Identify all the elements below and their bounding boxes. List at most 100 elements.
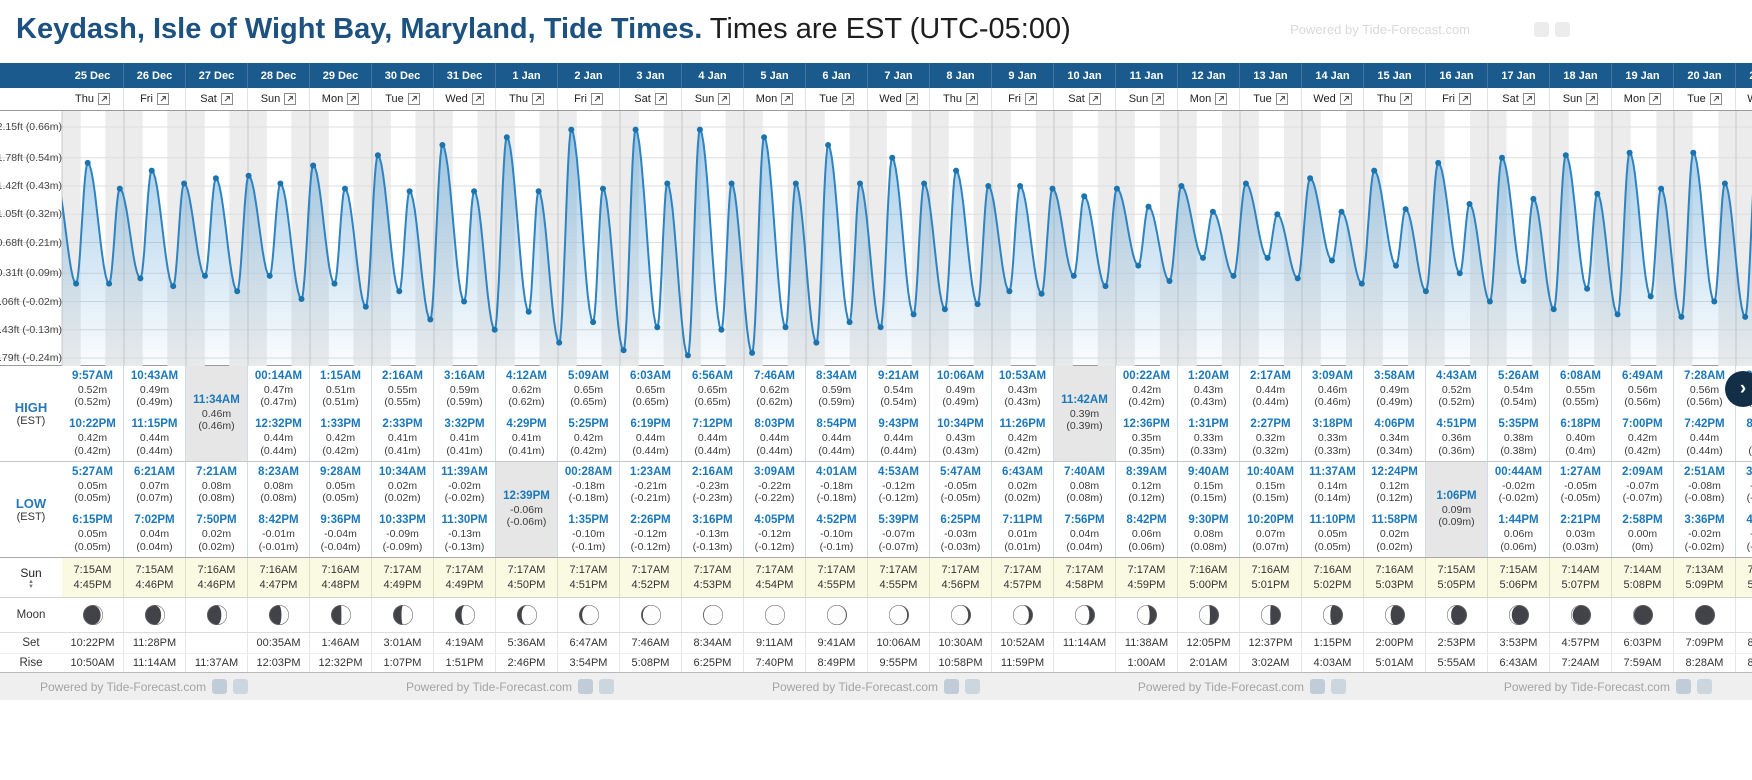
expand-day-icon[interactable] [347,93,360,105]
expand-day-icon[interactable] [284,93,297,105]
tide-height-alt: (0.62m) [756,396,793,409]
tide-time: 10:22PM [69,418,116,431]
social-icon[interactable] [212,679,228,694]
moonrise-cell: 8:49PM [806,654,868,672]
high-tide-cell: 00:14AM 0.47m (0.47m) 12:32PM 0.44m (0.44m) [248,366,310,461]
sunrise-time: 7:16AM [1189,564,1228,576]
expand-day-icon[interactable] [220,93,233,105]
social-icon[interactable] [1330,679,1346,694]
expand-day-icon[interactable] [1649,93,1662,105]
social-icon[interactable] [1534,22,1549,37]
tide-height-alt: (0.42m) [1624,444,1661,457]
tide-extreme-dot [1102,283,1109,290]
y-axis-label: 1.78ft (0.54m) [0,152,62,164]
social-icon[interactable] [578,679,594,694]
expand-day-icon[interactable] [1024,93,1037,105]
moon-phase-cell [1736,598,1752,632]
expand-day-icon[interactable] [1709,93,1722,105]
tide-time: 6:21AM [134,466,175,478]
y-axis-label: 1.05ft (0.32m) [0,208,62,220]
tide-time: 4:12AM [506,370,547,382]
tide-height: 0.42m [1007,432,1038,445]
tide-height-alt: (0.05m) [1314,540,1351,553]
social-icon[interactable] [944,679,960,694]
moonset-cell: 9:11AM [744,633,806,653]
tide-event: 5:27AM 0.05m (0.05m) [62,466,123,505]
tide-height-alt: (0.42m) [570,444,607,457]
footer-credit: Powered by Tide-Forecast.com [772,679,981,694]
social-icon[interactable] [1675,679,1691,694]
social-icon[interactable] [1555,22,1570,37]
sunset-time: 5:07PM [1561,579,1600,591]
moon-phase-cell [1054,598,1116,632]
high-tide-cell: 9:57AM 0.52m (0.52m) 10:22PM 0.42m (0.42m) [62,366,124,461]
tide-extreme-dot [1499,154,1505,161]
high-tide-cell: 00:22AM 0.42m (0.42m) 12:36PM 0.35m (0.35m) [1116,366,1178,461]
tide-height-alt: (0.12m) [1128,492,1165,505]
social-icon[interactable] [599,679,615,694]
tide-extreme-dot [632,126,639,133]
expand-day-icon[interactable] [781,93,794,105]
tide-extreme-dot [310,162,317,169]
weekday-cell: Mon [310,88,372,110]
social-icon[interactable] [965,679,981,694]
expand-day-icon[interactable] [531,93,544,105]
expand-day-icon[interactable] [1586,93,1599,105]
weekday-row: Thu Fri Sat Sun Mon Tue Wed Thu Fri Sat Sun Mon Tue W… [0,88,1752,111]
date-cell: 30 Dec [372,63,434,88]
expand-day-icon[interactable] [654,93,667,105]
tide-event: 7:12PM 0.44m (0.44m) [682,418,743,457]
expand-day-icon[interactable] [1088,93,1101,105]
expand-day-icon[interactable] [1215,93,1228,105]
tide-time: 7:00PM [1622,418,1663,431]
tide-event: 11:42AM 0.39m (0.39m) [1054,394,1115,433]
moonrise-cell: 2:01AM [1178,654,1240,672]
tide-height: 0.42m [325,432,356,445]
expand-day-icon[interactable] [407,93,420,105]
low-tide-cell: 12:24PM 0.12m (0.12m) 11:58PM 0.02m (0.02m) [1364,462,1426,557]
tide-height: 0.59m [449,383,480,396]
high-tide-cell: 3:16AM 0.59m (0.59m) 3:32PM 0.41m (0.41m) [434,366,496,461]
moonset-cell: 11:14AM [1054,633,1116,653]
moonset-cell: 3:01AM [372,633,434,653]
expand-day-icon[interactable] [718,93,731,105]
scroll-right-button[interactable]: › [1725,371,1752,407]
social-icon[interactable] [1309,679,1325,694]
expand-day-icon[interactable] [905,93,918,105]
tide-height-alt: (0.06m) [1128,540,1165,553]
expand-day-icon[interactable] [590,93,603,105]
sunrise-time: 7:15AM [73,564,112,576]
tide-event: 7:00PM 0.42m (0.42m) [1612,418,1673,457]
low-tide-cell: 00:28AM -0.18m (-0.18m) 1:35PM -0.10m (-0.1m) [558,462,620,557]
expand-day-icon[interactable] [1458,93,1471,105]
tide-height: 0.14m [1317,479,1348,492]
tide-height: 0.32m [1255,432,1286,445]
tide-event: 7:11PM 0.01m (0.01m) [992,514,1053,553]
tide-height: -0.18m [820,479,853,492]
tide-event: 7:42PM 0.44m (0.44m) [1674,418,1735,457]
expand-day-icon[interactable] [97,93,110,105]
sun-times-cell: 7:16AM 4:46PM [186,558,248,597]
social-icon[interactable] [1696,679,1712,694]
tide-height-alt: (0.01m) [1004,540,1041,553]
tide-height: -0.21m [634,479,667,492]
expand-day-icon[interactable] [1152,93,1165,105]
expand-day-icon[interactable] [1339,93,1352,105]
tide-height-alt: (-0.18m) [568,492,609,505]
expand-day-icon[interactable] [1399,93,1412,105]
expand-day-icon[interactable] [156,93,169,105]
expand-day-icon[interactable] [1275,93,1288,105]
expand-day-icon[interactable] [965,93,978,105]
tide-extreme-dot [1200,254,1206,261]
expand-day-icon[interactable] [841,93,854,105]
expand-day-icon[interactable] [1522,93,1535,105]
high-tide-cell: 10:06AM 0.49m (0.49m) 10:34PM 0.43m (0.43m) [930,366,992,461]
weekday-cell: Fri [124,88,186,110]
tide-height: -0.18m [572,479,605,492]
tide-height-alt: (0.56m) [1686,396,1723,409]
tide-event: 9:57AM 0.52m (0.52m) [62,370,123,409]
expand-day-icon[interactable] [471,93,484,105]
tide-height: 0.15m [1193,479,1224,492]
social-icon[interactable] [233,679,249,694]
moon-phase-cell [372,598,434,632]
